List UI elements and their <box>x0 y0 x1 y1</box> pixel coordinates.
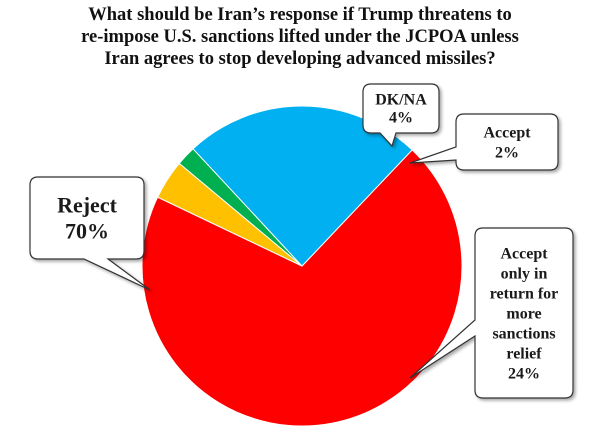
callout-text-accept-relief-1: only in <box>501 266 548 283</box>
callout-box-accept-relief <box>409 227 574 399</box>
callout-box-dkna <box>362 83 440 148</box>
callout-accept-relief: Accept only in return for more sanctions reli… <box>409 227 574 399</box>
callout-text-accept-relief-0: Accept <box>500 246 548 263</box>
callout-text-accept-relief-4: sanctions <box>492 326 555 343</box>
callout-text-accept-relief-6: 24% <box>508 366 540 383</box>
callout-text-dkna-0: DK/NA <box>375 92 427 109</box>
chart-title-line-1: What should be Iran’s response if Trump … <box>88 5 512 25</box>
pie-slice-reject <box>141 149 463 427</box>
callout-text-accept-relief-5: relief <box>506 346 542 363</box>
chart-title-line-2: re-impose U.S. sanctions lifted under th… <box>81 27 519 47</box>
callout-text-accept-relief-2: return for <box>490 286 559 303</box>
callout-dkna: DK/NA4% <box>362 83 440 148</box>
callout-text-accept-relief-3: more <box>506 306 541 323</box>
callout-box-reject <box>29 176 151 291</box>
callout-text-reject-1: 70% <box>65 218 109 243</box>
callout-accept: Accept 2% <box>409 113 559 171</box>
callout-text-reject-0: Reject <box>57 192 118 217</box>
chart-title: What should be Iran’s response if Trump … <box>0 4 600 70</box>
callout-box-accept <box>409 113 559 171</box>
chart-title-line-3: Iran agrees to stop developing advanced … <box>104 49 496 69</box>
callout-text-accept-0: Accept <box>483 125 531 142</box>
callout-text-dkna-1: 4% <box>389 110 413 127</box>
pie-slices <box>141 105 463 427</box>
callout-text-accept-1: 2% <box>495 145 519 162</box>
